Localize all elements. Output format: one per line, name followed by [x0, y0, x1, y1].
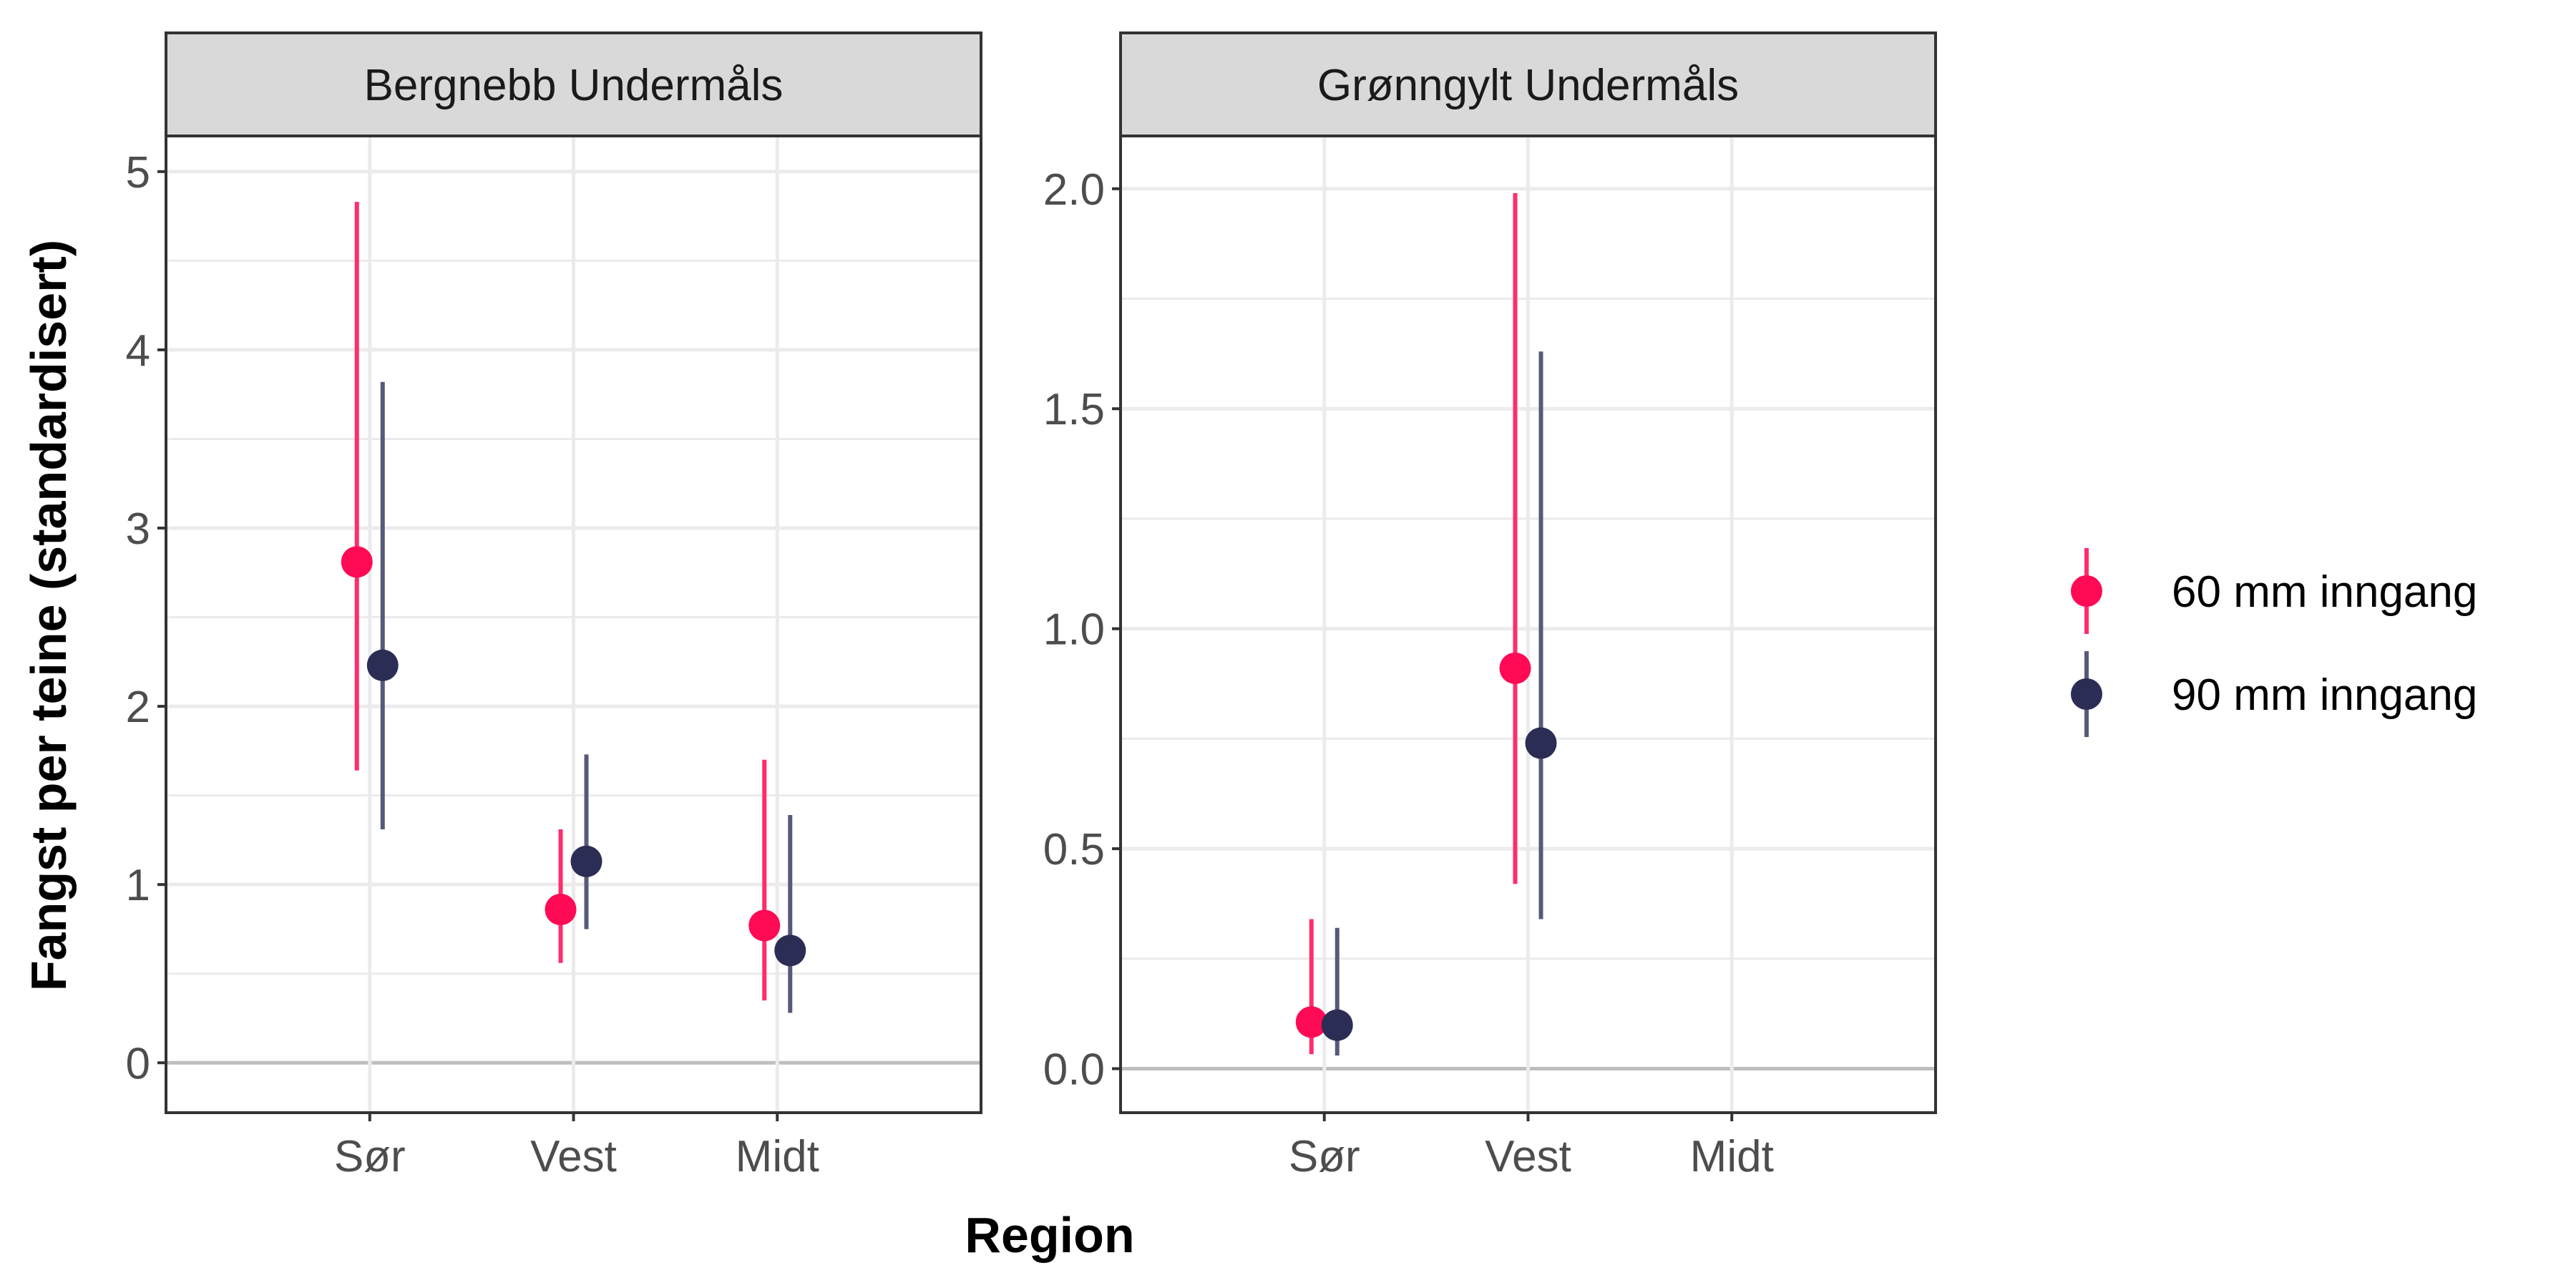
y-axis-title: Fangst per teine (standardisert) — [21, 240, 77, 991]
data-point — [366, 649, 399, 681]
y-tick-label: 1 — [126, 861, 150, 910]
x-axis-title: Region — [965, 1207, 1134, 1263]
y-tick-label: 0.5 — [1043, 825, 1105, 874]
panel-2: Grønngylt Undermåls 0.0 0.5 1.0 1.5 2.0 Sør Ves… — [1043, 31, 1937, 1181]
y-tick-label: 0 — [126, 1039, 150, 1088]
y-tick-label: 3 — [126, 504, 150, 554]
data-point — [1321, 1009, 1353, 1041]
strip — [165, 31, 982, 137]
x-tick-label: Sør — [334, 1132, 406, 1181]
legend-item-60mm: 60 mm inngang — [2071, 548, 2477, 634]
data-point — [570, 845, 602, 877]
x-tick-label: Sør — [1289, 1132, 1360, 1181]
x-tick-label: Midt — [1690, 1132, 1774, 1181]
x-tick-label: Vest — [1485, 1132, 1571, 1181]
panel-border — [165, 135, 982, 1114]
y-tick-label: 0.0 — [1043, 1045, 1105, 1095]
panel-title: Bergnebb Undermåls — [364, 61, 784, 110]
data-point — [1525, 727, 1557, 759]
y-tick-label: 1.0 — [1043, 605, 1105, 655]
legend-item-90mm: 90 mm inngang — [2071, 651, 2477, 737]
panel-border — [1119, 135, 1937, 1114]
y-tick-label: 4 — [126, 326, 150, 376]
y-tick-label: 2.0 — [1043, 165, 1105, 215]
data-point — [748, 909, 781, 942]
y-tick-label: 5 — [126, 148, 150, 197]
data-point — [774, 935, 806, 967]
y-tick-label: 2 — [126, 683, 150, 732]
legend-label: 90 mm inngang — [2172, 670, 2477, 720]
data-point — [545, 894, 577, 926]
panel-1: Bergnebb Undermåls 0 1 2 3 4 5 Sør Vest Midt — [126, 31, 982, 1181]
legend: 60 mm inngang 90 mm inngang — [2071, 548, 2477, 737]
x-tick-label: Vest — [530, 1132, 617, 1181]
data-point — [1499, 652, 1531, 684]
y-tick-label: 1.5 — [1043, 385, 1105, 434]
data-point — [1295, 1006, 1327, 1038]
legend-label: 60 mm inngang — [2172, 567, 2477, 617]
data-point — [341, 546, 373, 578]
x-tick-label: Midt — [736, 1132, 819, 1181]
panel-title: Grønngylt Undermåls — [1317, 61, 1739, 110]
